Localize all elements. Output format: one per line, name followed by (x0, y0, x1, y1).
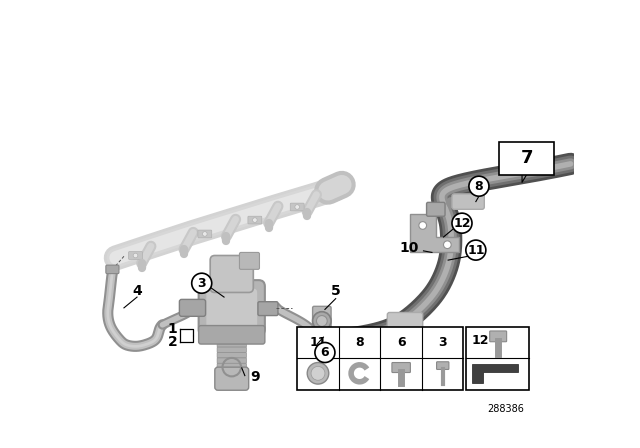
FancyBboxPatch shape (239, 252, 259, 269)
Circle shape (307, 362, 329, 384)
Text: 12: 12 (453, 217, 471, 230)
FancyBboxPatch shape (206, 289, 257, 329)
FancyBboxPatch shape (312, 306, 331, 352)
FancyBboxPatch shape (129, 252, 143, 259)
FancyBboxPatch shape (392, 362, 410, 373)
Text: 4: 4 (132, 284, 142, 298)
Text: 6: 6 (321, 346, 329, 359)
FancyBboxPatch shape (452, 194, 484, 209)
Circle shape (469, 176, 489, 196)
Circle shape (295, 205, 300, 209)
Circle shape (316, 315, 327, 326)
FancyBboxPatch shape (179, 299, 205, 316)
FancyBboxPatch shape (217, 358, 246, 363)
FancyBboxPatch shape (198, 326, 265, 344)
Circle shape (202, 232, 207, 236)
FancyBboxPatch shape (490, 331, 507, 342)
Text: 9: 9 (250, 370, 260, 384)
Text: 12: 12 (472, 335, 490, 348)
FancyBboxPatch shape (427, 202, 445, 216)
FancyBboxPatch shape (387, 313, 422, 329)
Circle shape (318, 339, 326, 346)
FancyBboxPatch shape (436, 362, 449, 370)
Circle shape (419, 222, 427, 229)
Polygon shape (410, 214, 459, 252)
Circle shape (133, 253, 138, 258)
FancyBboxPatch shape (248, 216, 262, 224)
FancyBboxPatch shape (258, 302, 278, 315)
Circle shape (466, 240, 486, 260)
FancyBboxPatch shape (210, 255, 253, 293)
FancyBboxPatch shape (217, 353, 246, 358)
FancyBboxPatch shape (198, 280, 265, 336)
FancyBboxPatch shape (198, 230, 212, 238)
FancyBboxPatch shape (466, 327, 529, 390)
Text: 1: 1 (168, 323, 177, 336)
Circle shape (452, 213, 472, 233)
FancyBboxPatch shape (217, 347, 246, 353)
Text: 3: 3 (438, 336, 447, 349)
FancyBboxPatch shape (217, 342, 246, 347)
Text: 10: 10 (399, 241, 419, 255)
Text: 8: 8 (355, 336, 364, 349)
Text: 2: 2 (168, 335, 177, 349)
Text: 8: 8 (475, 180, 483, 193)
Circle shape (444, 241, 451, 249)
Circle shape (311, 366, 325, 380)
FancyBboxPatch shape (106, 265, 119, 274)
Text: 3: 3 (197, 277, 206, 290)
Circle shape (192, 273, 212, 293)
Circle shape (253, 218, 257, 222)
Circle shape (315, 343, 335, 362)
Text: 6: 6 (397, 336, 406, 349)
Text: 5: 5 (331, 284, 340, 298)
FancyBboxPatch shape (217, 363, 246, 369)
Text: 11: 11 (309, 336, 327, 349)
FancyBboxPatch shape (215, 367, 249, 390)
Text: 288386: 288386 (488, 404, 524, 414)
FancyBboxPatch shape (297, 327, 463, 390)
Circle shape (314, 335, 330, 350)
Polygon shape (472, 364, 518, 383)
FancyBboxPatch shape (291, 203, 304, 211)
Text: 11: 11 (467, 244, 484, 257)
FancyBboxPatch shape (499, 142, 554, 175)
Circle shape (312, 312, 331, 330)
Text: 7: 7 (520, 150, 533, 168)
